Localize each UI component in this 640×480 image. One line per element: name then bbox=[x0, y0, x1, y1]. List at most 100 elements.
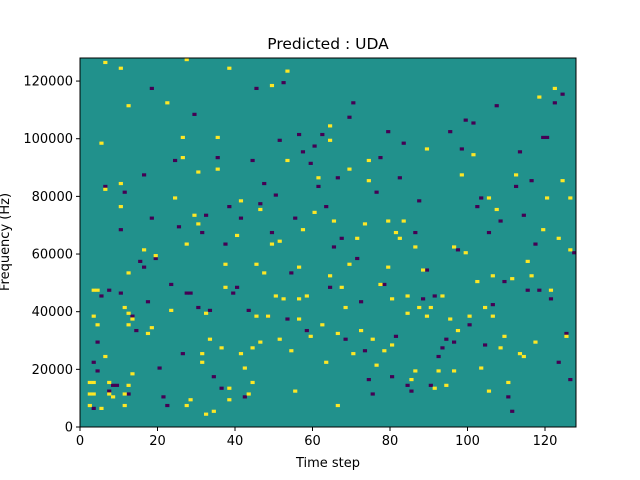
heatmap-cell-low bbox=[114, 383, 120, 387]
heatmap-cell-low bbox=[455, 248, 461, 252]
y-tick-label: 120000 bbox=[23, 75, 73, 90]
heatmap-cell-high bbox=[204, 311, 209, 315]
heatmap-cell-high bbox=[347, 262, 352, 266]
heatmap-cell-high bbox=[246, 392, 251, 396]
heatmap-cell-low bbox=[173, 158, 178, 163]
heatmap-cell-high bbox=[111, 395, 116, 399]
heatmap-cell-high bbox=[238, 352, 244, 356]
heatmap-cell-low bbox=[169, 282, 174, 287]
heatmap-cell-low bbox=[498, 219, 503, 223]
y-tick-label: 60000 bbox=[32, 248, 73, 263]
heatmap-cell-low bbox=[91, 360, 96, 364]
heatmap-cell-high bbox=[126, 383, 131, 387]
heatmap-cell-low bbox=[95, 369, 100, 373]
heatmap-cell-low bbox=[359, 300, 364, 304]
x-tick-label: 20 bbox=[149, 434, 166, 449]
heatmap-cell-high bbox=[397, 236, 402, 240]
heatmap-cell-high bbox=[521, 354, 526, 359]
heatmap-cell-high bbox=[374, 363, 379, 367]
heatmap-cell-high bbox=[463, 251, 468, 255]
heatmap-cell-low bbox=[107, 389, 112, 393]
heatmap-cell-high bbox=[285, 69, 290, 73]
heatmap-cell-high bbox=[409, 377, 414, 382]
heatmap-cell-low bbox=[486, 230, 492, 235]
heatmap-cell-high bbox=[207, 337, 213, 341]
heatmap-cell-high bbox=[510, 277, 515, 281]
heatmap-cell-low bbox=[572, 251, 577, 255]
heatmap-cell-high bbox=[107, 392, 112, 396]
heatmap-cell-low bbox=[149, 86, 154, 91]
heatmap-cell-high bbox=[223, 285, 228, 289]
heatmap-cell-low bbox=[463, 118, 468, 122]
heatmap-cell-low bbox=[452, 340, 457, 344]
heatmap-cell-high bbox=[498, 346, 503, 350]
heatmap-cell-high bbox=[215, 167, 220, 171]
heatmap-cell-low bbox=[370, 392, 375, 396]
heatmap-cell-low bbox=[331, 245, 337, 249]
heatmap-cell-high bbox=[118, 205, 123, 209]
heatmap-cell-low bbox=[362, 349, 368, 353]
heatmap-cell-high bbox=[390, 297, 395, 301]
heatmap-cell-high bbox=[413, 245, 418, 249]
heatmap-cell-high bbox=[266, 314, 271, 318]
heatmap-cell-high bbox=[517, 352, 523, 356]
heatmap-cell-high bbox=[355, 236, 360, 240]
heatmap-cell-high bbox=[405, 294, 410, 298]
heatmap-cell-high bbox=[366, 158, 371, 163]
heatmap-cell-high bbox=[200, 352, 205, 356]
heatmap-cell-high bbox=[273, 294, 278, 298]
heatmap-cell-low bbox=[149, 216, 154, 220]
heatmap-cell-low bbox=[99, 294, 104, 298]
heatmap-cell-high bbox=[316, 176, 321, 180]
heatmap-cell-high bbox=[281, 297, 286, 301]
heatmap-cell-low bbox=[386, 130, 391, 134]
heatmap-cell-low bbox=[366, 377, 371, 382]
heatmap-cell-high bbox=[421, 268, 426, 272]
heatmap-cell-high bbox=[417, 305, 422, 310]
heatmap-cell-low bbox=[118, 228, 123, 232]
heatmap-cell-high bbox=[351, 352, 356, 356]
heatmap-cell-high bbox=[378, 282, 383, 287]
heatmap-cell-high bbox=[196, 222, 201, 226]
heatmap-cell-low bbox=[382, 282, 387, 287]
heatmap-cell-low bbox=[188, 291, 193, 295]
heatmap-cell-high bbox=[490, 274, 495, 278]
heatmap-cell-high bbox=[548, 288, 554, 292]
heatmap-cell-high bbox=[339, 285, 344, 289]
heatmap-cell-high bbox=[300, 228, 306, 232]
heatmap-cells bbox=[87, 58, 577, 416]
heatmap-cell-high bbox=[91, 314, 96, 318]
heatmap-cell-high bbox=[359, 328, 364, 333]
heatmap-cell-high bbox=[242, 366, 247, 370]
heatmap-cell-high bbox=[99, 406, 104, 410]
x-axis-ticks: 0 20 40 60 80 100 120 bbox=[76, 427, 558, 449]
heatmap-cell-low bbox=[91, 406, 96, 410]
heatmap-cell-high bbox=[436, 369, 441, 373]
heatmap-cell-low bbox=[157, 366, 162, 370]
heatmap-cell-high bbox=[366, 179, 371, 183]
heatmap-cell-high bbox=[297, 297, 302, 301]
heatmap-cell-low bbox=[134, 328, 139, 333]
heatmap-cell-low bbox=[417, 199, 422, 203]
heatmap-cell-high bbox=[211, 409, 216, 413]
heatmap-cell-high bbox=[452, 369, 457, 373]
heatmap-cell-high bbox=[145, 331, 151, 336]
heatmap-cell-high bbox=[328, 274, 333, 278]
heatmap-cell-low bbox=[215, 156, 220, 160]
heatmap-cell-high bbox=[479, 366, 484, 370]
heatmap-cell-low bbox=[483, 343, 488, 347]
heatmap-cell-low bbox=[324, 205, 329, 209]
heatmap-cell-low bbox=[192, 112, 197, 116]
heatmap-cell-low bbox=[238, 216, 244, 220]
x-tick-label: 40 bbox=[227, 434, 244, 449]
chart-title: Predicted : UDA bbox=[267, 35, 389, 53]
x-tick-label: 120 bbox=[533, 434, 558, 449]
heatmap-cell-low bbox=[180, 352, 185, 356]
heatmap-cell-high bbox=[335, 331, 340, 336]
heatmap-cell-high bbox=[452, 245, 457, 249]
plot-frame bbox=[79, 57, 577, 428]
heatmap-cell-low bbox=[541, 135, 546, 140]
heatmap-cell-low bbox=[297, 132, 302, 137]
heatmap-cell-high bbox=[142, 248, 147, 252]
heatmap-cell-low bbox=[107, 288, 112, 292]
